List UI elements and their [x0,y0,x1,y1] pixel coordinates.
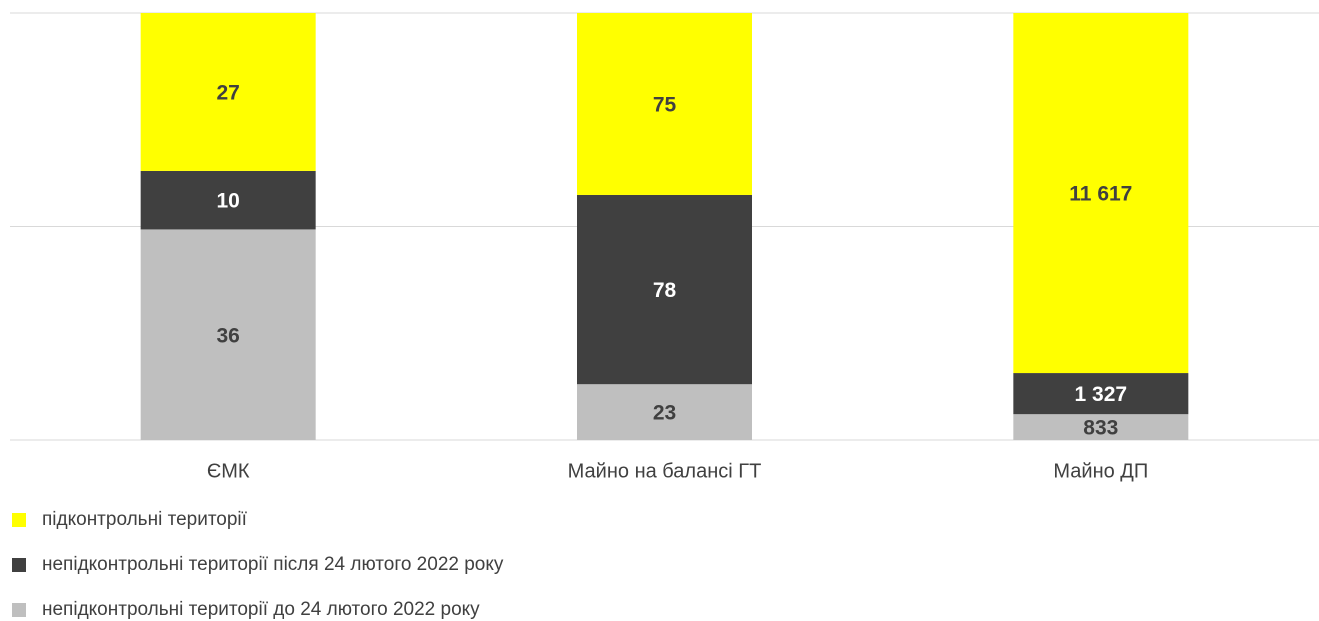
data-label: 78 [653,279,677,302]
legend-label: підконтрольні території [42,509,248,530]
bar-segment [140,229,316,440]
x-tick-label: ЄМК [207,460,250,482]
bar-segment [577,384,752,440]
bar-segment [577,194,752,385]
bar-segment [1013,414,1189,440]
data-label: 75 [653,94,677,117]
legend-swatch [12,558,26,572]
data-label: 27 [216,82,239,105]
bar-segment [140,170,316,230]
legend-label: непідконтрольні території до 24 лютого 2… [42,599,480,620]
x-tick-label: Майно ДП [1053,460,1148,482]
data-label: 1 327 [1075,383,1128,406]
data-label: 23 [653,402,676,425]
legend-swatch [12,603,26,617]
bar-segment [140,13,316,171]
data-label: 10 [216,190,239,213]
legend-label: непідконтрольні території після 24 лютог… [42,554,504,575]
data-label: 36 [216,324,239,347]
bar-segment [1013,13,1189,374]
bar-segment [1013,373,1189,415]
legend-swatch [12,513,26,527]
data-label: 833 [1083,417,1118,440]
data-label: 11 617 [1069,183,1132,206]
x-tick-label: Майно на балансі ГТ [568,460,762,482]
bar-segment [577,13,752,195]
